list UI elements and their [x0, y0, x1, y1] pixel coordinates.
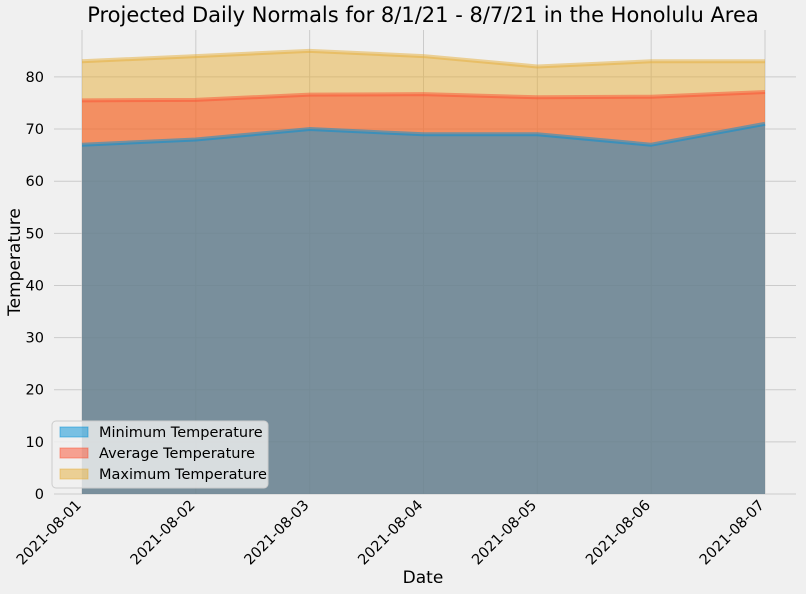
- x-tick-label: 2021-08-05: [469, 498, 540, 569]
- legend-label: Maximum Temperature: [99, 467, 267, 483]
- legend-label: Minimum Temperature: [99, 425, 263, 441]
- legend-swatch: [59, 468, 89, 480]
- y-tick-label: 0: [35, 487, 44, 503]
- chart-title: Projected Daily Normals for 8/1/21 - 8/7…: [87, 3, 759, 27]
- x-tick-label: 2021-08-07: [697, 498, 768, 569]
- y-tick-label: 70: [26, 122, 44, 138]
- y-tick-label: 30: [26, 331, 44, 347]
- legend-label: Average Temperature: [99, 446, 255, 462]
- legend-frame: [51, 420, 269, 489]
- avg-temperature-line: [81, 90, 766, 103]
- line-layer: [81, 48, 766, 147]
- area-layer: [82, 50, 765, 494]
- y-axis-label: Temperature: [5, 208, 25, 317]
- y-tick-labels: 0 10 20 30 40 50 60 70 80: [26, 70, 44, 503]
- x-tick-label: 2021-08-02: [128, 498, 199, 569]
- y-tick-label: 10: [26, 435, 44, 451]
- max-temperature-line: [81, 48, 765, 69]
- y-tick-label: 80: [26, 70, 44, 86]
- min-temperature-area: [82, 123, 765, 494]
- y-tick-label: 40: [26, 278, 44, 294]
- x-tick-label: 2021-08-03: [242, 498, 313, 569]
- legend-swatch: [59, 426, 89, 438]
- x-tick-labels: 2021-08-01 2021-08-02 2021-08-03 2021-08-04…: [14, 498, 768, 569]
- x-tick-label: 2021-08-06: [583, 498, 654, 569]
- legend: Minimum Temperature Average Temperature Ma…: [51, 420, 269, 489]
- legend-swatch: [59, 447, 89, 459]
- y-tick-label: 50: [26, 226, 44, 242]
- y-tick-label: 20: [26, 383, 44, 399]
- x-tick-label: 2021-08-04: [355, 498, 426, 569]
- x-tick-label: 2021-08-01: [14, 498, 85, 569]
- y-tick-label: 60: [26, 174, 44, 190]
- min-temperature-line: [81, 121, 766, 147]
- x-axis-label: Date: [403, 568, 444, 588]
